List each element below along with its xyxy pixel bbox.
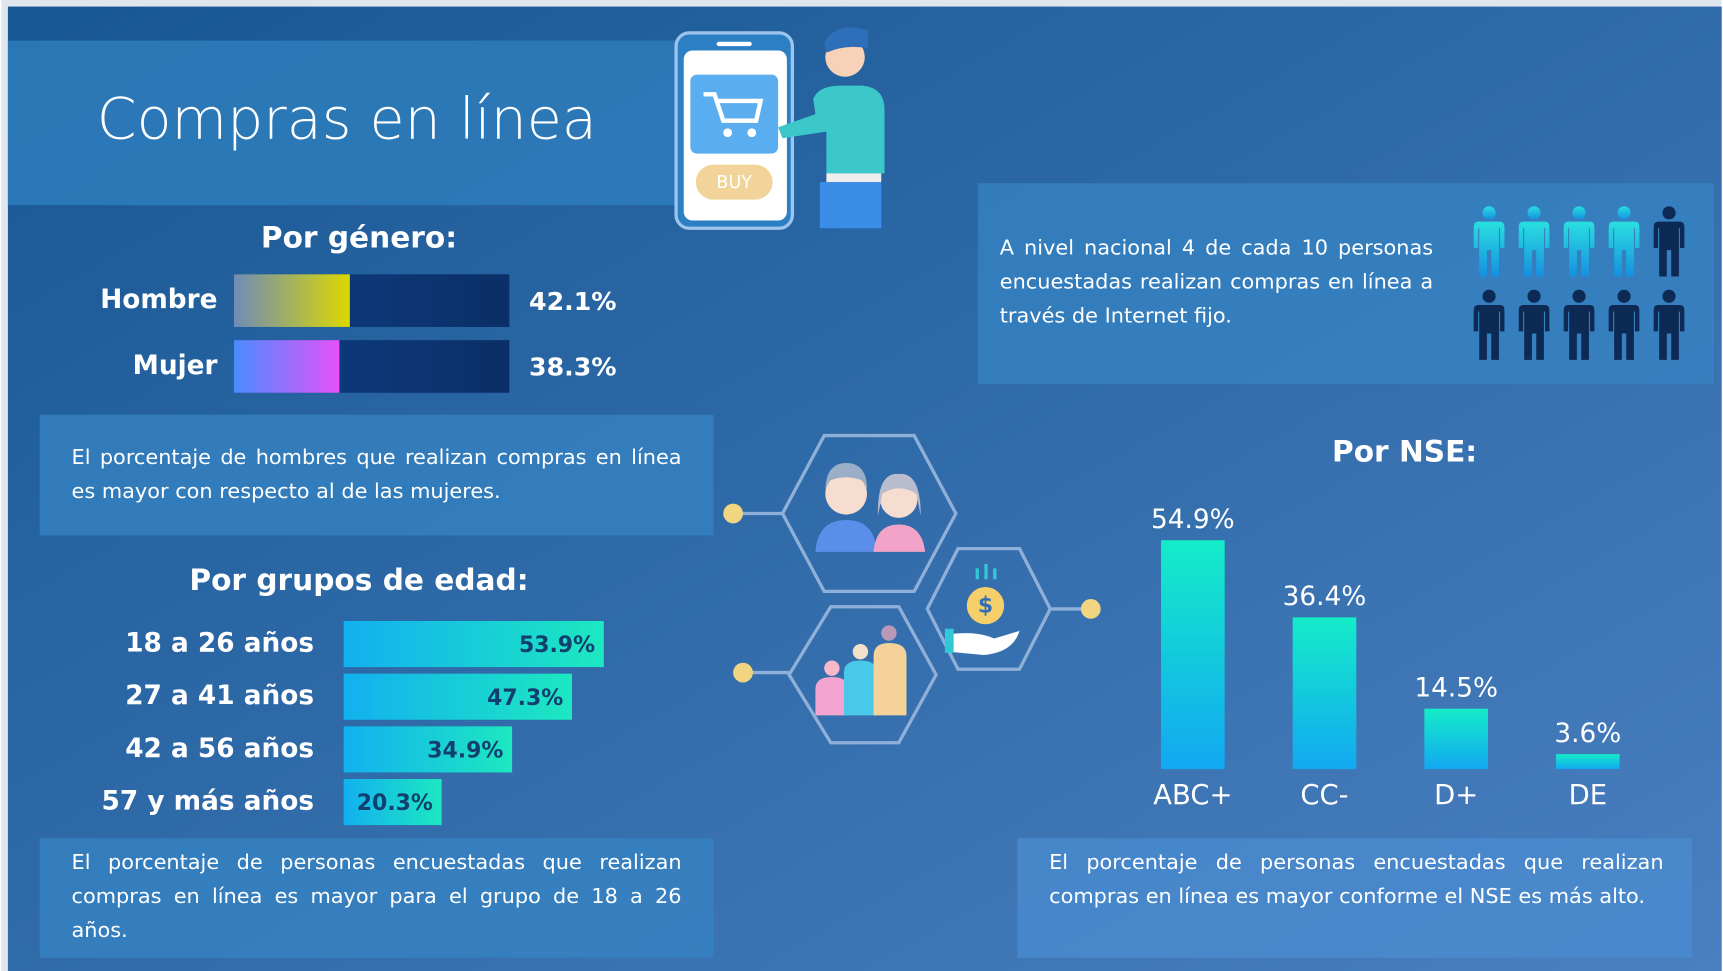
age-note-box: El porcentaje de personas encuestadas qu… [72, 846, 682, 956]
value-label: 20.3% [357, 791, 433, 816]
category-label: 27 a 41 años [125, 681, 314, 711]
value-label: 54.9% [1151, 505, 1235, 535]
category-label: CC- [1300, 780, 1348, 811]
page: Compras en línea BUY A nivel nacional 4 … [0, 0, 1723, 971]
bar [1424, 709, 1488, 769]
age-note: El porcentaje de personas encuestadas qu… [72, 846, 682, 948]
title: Compras en línea [97, 86, 597, 152]
nse-note-box: El porcentaje de personas encuestadas qu… [1049, 846, 1663, 956]
buy-label: BUY [716, 173, 752, 193]
value-label: 14.5% [1414, 673, 1498, 703]
national-note-box: A nivel nacional 4 de cada 10 personas e… [1000, 232, 1433, 353]
phone-illustration: BUY [676, 33, 792, 228]
bar [1556, 754, 1620, 769]
category-label: 18 a 26 años [125, 629, 314, 659]
infographic: Compras en línea BUY A nivel nacional 4 … [0, 0, 1723, 971]
gender-note-box: El porcentaje de hombres que realizan co… [72, 441, 682, 518]
value-label: 47.3% [487, 686, 563, 711]
category-label: Mujer [133, 351, 218, 381]
chart-title: Por grupos de edad: [189, 563, 528, 597]
value-label: 34.9% [427, 739, 503, 764]
category-label: 42 a 56 años [125, 734, 314, 764]
category-label: DE [1569, 780, 1607, 811]
dollar-icon: $ [978, 594, 993, 619]
category-label: ABC+ [1153, 780, 1232, 811]
category-label: Hombre [100, 285, 217, 315]
gender-note: El porcentaje de hombres que realizan co… [72, 441, 682, 509]
value-label: 36.4% [1283, 582, 1367, 612]
category-label: 57 y más años [102, 787, 314, 817]
value-label: 3.6% [1554, 719, 1621, 749]
bar [1293, 617, 1357, 769]
bar [234, 340, 339, 393]
national-note: A nivel nacional 4 de cada 10 personas e… [1000, 232, 1433, 334]
category-label: D+ [1434, 780, 1478, 811]
value-label: 53.9% [519, 633, 595, 658]
bar [1161, 540, 1225, 769]
value-label: 38.3% [529, 353, 617, 382]
bar [234, 274, 350, 327]
nse-note: El porcentaje de personas encuestadas qu… [1049, 846, 1663, 914]
chart-title: Por NSE: [1332, 435, 1477, 469]
chart-title: Por género: [261, 221, 457, 255]
value-label: 42.1% [529, 287, 617, 316]
